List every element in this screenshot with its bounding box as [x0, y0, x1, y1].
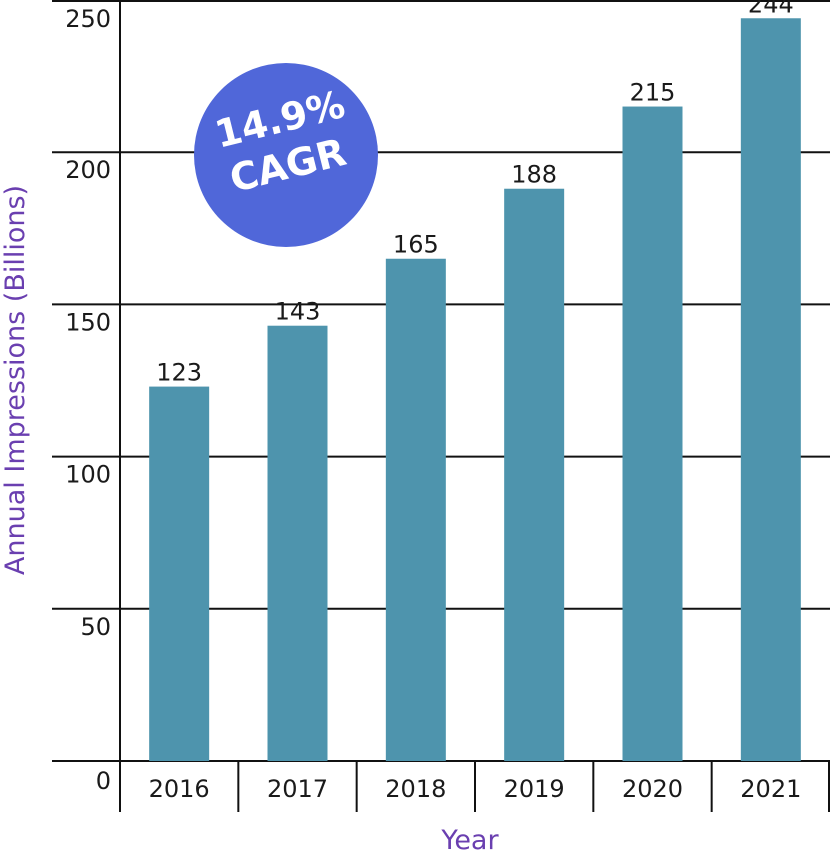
y-tick-label: 100	[65, 461, 111, 489]
y-tick-label: 150	[65, 308, 111, 336]
data-label: 215	[630, 79, 676, 107]
bar	[385, 258, 446, 761]
y-tick-labels: 0 50 100 150 200 250	[65, 5, 111, 795]
y-axis-title: Annual Impressions (Billions)	[0, 185, 31, 575]
bar	[149, 386, 210, 761]
bar	[267, 325, 328, 761]
data-labels: 123 143 165 188 215 244	[156, 0, 793, 387]
x-tick-label: 2016	[149, 775, 210, 803]
bars	[149, 18, 801, 762]
bar	[740, 18, 801, 762]
x-tick-label: 2018	[385, 775, 446, 803]
data-label: 123	[156, 359, 202, 387]
x-tick-label: 2019	[504, 775, 565, 803]
bar	[504, 188, 565, 761]
cagr-badge: 14.9% CAGR	[194, 63, 378, 247]
x-tick-label: 2017	[267, 775, 328, 803]
data-label: 143	[275, 298, 321, 326]
x-tick-labels: 2016 2017 2018 2019 2020 2021	[149, 775, 802, 803]
data-label: 188	[511, 161, 557, 189]
y-tick-label: 200	[65, 156, 111, 184]
x-axis-title: Year	[440, 825, 499, 852]
y-tick-label: 250	[65, 5, 111, 33]
y-tick-label: 50	[80, 613, 111, 641]
y-tick-label: 0	[96, 767, 111, 795]
data-label: 165	[393, 231, 439, 259]
x-tick-label: 2021	[740, 775, 801, 803]
x-tick-label: 2020	[622, 775, 683, 803]
bar	[622, 106, 683, 762]
cagr-badge-circle	[194, 63, 378, 247]
data-label: 244	[748, 0, 794, 18]
